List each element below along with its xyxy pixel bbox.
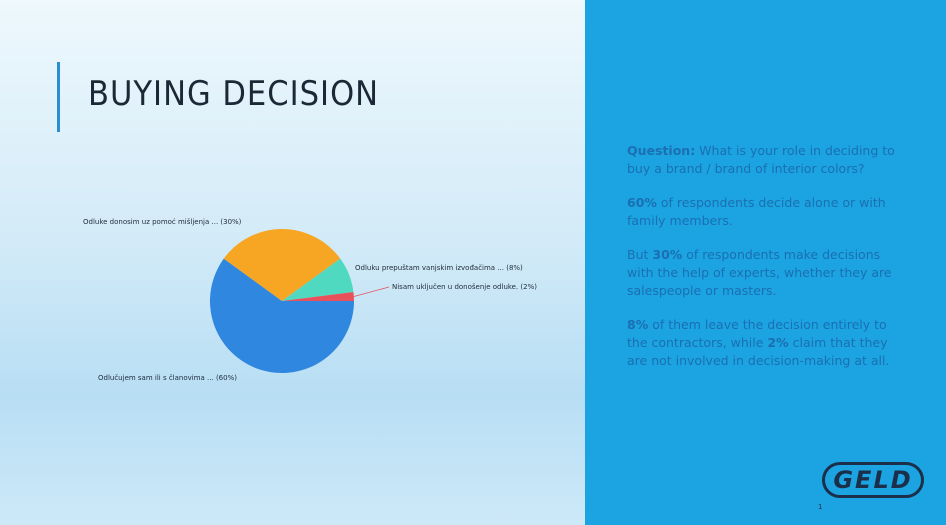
- pie-slice: [282, 258, 354, 301]
- bold-text: 2%: [767, 335, 789, 350]
- slice-label: Nisam uključen u donošenje odluke. (2%): [392, 283, 537, 291]
- pie-slice: [223, 229, 341, 301]
- paragraph: But 30% of respondents make decisions wi…: [627, 246, 902, 300]
- accent-bar: [57, 62, 60, 132]
- pie-slice: [210, 258, 354, 374]
- text: What is your role in deciding to buy a b…: [627, 143, 895, 176]
- bold-text: 60%: [627, 195, 657, 210]
- bold-text: 8%: [627, 317, 649, 332]
- text: claim that they are not involved in deci…: [627, 335, 890, 368]
- text: of them leave the decision entirely to t…: [627, 317, 887, 350]
- slice-label: Odluku prepuštam vanjskim izvođačima ...…: [355, 264, 523, 272]
- leader-line: [353, 286, 390, 297]
- description: Question: What is your role in deciding …: [627, 142, 902, 386]
- pie-slice: [282, 291, 354, 301]
- paragraph: Question: What is your role in deciding …: [627, 142, 902, 178]
- page-number: 1: [818, 503, 823, 511]
- bold-text: Question:: [627, 143, 696, 158]
- bold-text: 30%: [652, 247, 683, 262]
- pie-chart: Odlučujem sam ili s članovima ... (60%) O…: [83, 218, 537, 382]
- text: But: [627, 247, 653, 262]
- slice-label: Odlučujem sam ili s članovima ... (60%): [98, 374, 237, 382]
- slide-title: BUYING DECISION: [88, 74, 380, 114]
- paragraph: 8% of them leave the decision entirely t…: [627, 316, 902, 370]
- paragraph: 60% of respondents decide alone or with …: [627, 194, 902, 230]
- slice-label: Odluke donosim uz pomoć mišljenja ... (3…: [83, 218, 242, 226]
- text: of respondents make decisions with the h…: [627, 247, 892, 298]
- right-panel: [585, 0, 946, 525]
- text: of respondents decide alone or with fami…: [627, 195, 886, 228]
- logo: GELD: [822, 462, 924, 498]
